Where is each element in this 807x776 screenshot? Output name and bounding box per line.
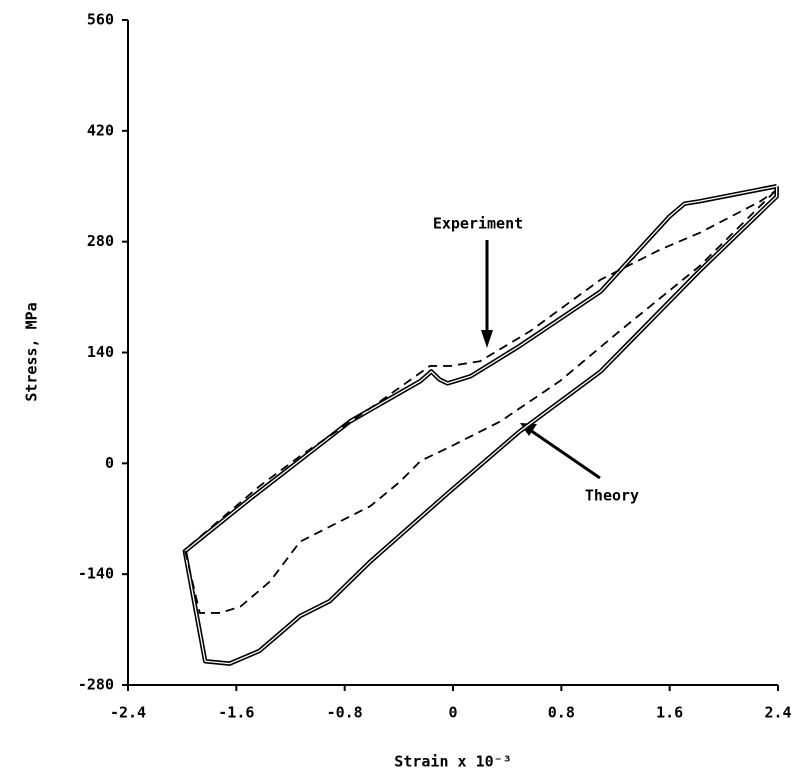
y-axis-label: Stress, MPa: [23, 302, 41, 401]
series-line-inner: [184, 185, 778, 665]
y-tick-label: 280: [87, 232, 114, 250]
annotation: Theory: [585, 487, 639, 505]
x-tick-label: -2.4: [110, 704, 146, 722]
series-line: [183, 190, 776, 614]
x-tick-label: 0.8: [548, 704, 575, 722]
x-tick-label: 0: [448, 704, 457, 722]
x-tick-label: -0.8: [327, 704, 363, 722]
y-tick-label: 560: [87, 11, 114, 29]
series-line: [182, 184, 779, 666]
y-tick-label: 0: [105, 454, 114, 472]
y-tick-label: 420: [87, 121, 114, 139]
x-tick-label: 1.6: [656, 704, 683, 722]
arrowhead: [481, 330, 493, 348]
y-tick-label: 140: [87, 343, 114, 361]
x-tick-label: -1.6: [218, 704, 254, 722]
y-tick-label: -140: [78, 565, 114, 583]
annotation: Experiment: [433, 215, 523, 233]
y-tick-label: -280: [78, 676, 114, 694]
arrow: [529, 428, 601, 480]
x-axis-label: Strain x 10⁻³: [394, 753, 511, 771]
x-tick-label: 2.4: [764, 704, 791, 722]
